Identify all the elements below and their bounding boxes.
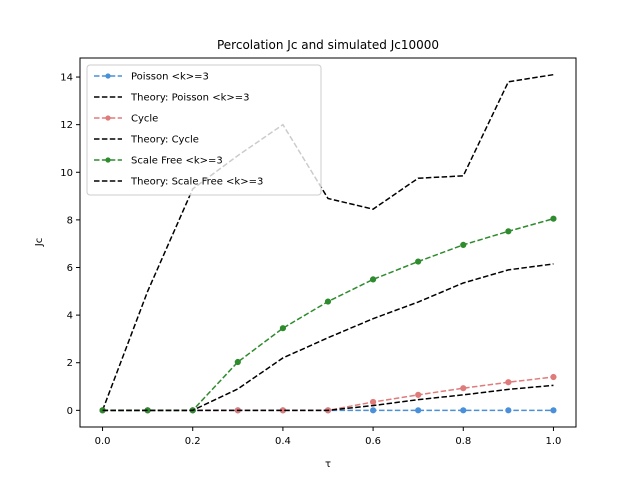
x-axis-label: τ: [325, 459, 331, 470]
legend-label: Poisson <k>=3: [131, 72, 209, 83]
series-line-4: [102, 217, 554, 412]
data-point-2: [505, 379, 512, 386]
x-tick-label: 0.2: [185, 436, 201, 447]
y-tick-label: 2: [67, 358, 73, 369]
data-point-4: [324, 298, 332, 305]
data-point-4: [234, 358, 241, 366]
data-point-0: [415, 407, 422, 414]
y-tick-label: 14: [60, 73, 73, 84]
legend-box: [86, 64, 322, 196]
legend-marker: [105, 115, 111, 121]
data-point-2: [369, 398, 377, 406]
legend-label: Scale Free <k>=3: [131, 156, 223, 167]
data-point-0: [550, 407, 557, 414]
x-tick-label: 0.6: [365, 436, 381, 447]
data-point-4: [505, 228, 512, 235]
y-tick-label: 4: [67, 311, 73, 322]
data-point-4: [415, 258, 422, 265]
data-point-2: [460, 385, 467, 392]
x-axis: 0.0 0.2 0.4 0.6 0.8 1.0: [95, 427, 562, 447]
y-tick-label: 0: [67, 406, 73, 417]
data-point-4: [460, 241, 467, 248]
chart-title: Percolation Jc and simulated Jc10000: [217, 38, 439, 52]
data-point-4: [279, 325, 287, 332]
data-point-0: [505, 407, 512, 414]
x-tick-label: 1.0: [546, 436, 562, 447]
legend: Poisson <k>=3 Theory: Poisson <k>=3 Cycle T…: [86, 64, 322, 196]
data-point-2: [415, 391, 422, 398]
y-tick-label: 10: [60, 168, 73, 179]
series-line-3: [102, 384, 554, 412]
data-point-4: [550, 215, 557, 222]
y-tick-label: 6: [67, 263, 73, 274]
data-point-2: [550, 373, 557, 381]
axes-frame: [79, 57, 577, 428]
legend-label: Cycle: [131, 114, 158, 125]
legend-marker: [105, 73, 111, 79]
legend-marker: [105, 157, 111, 163]
y-tick-label: 8: [67, 215, 73, 226]
y-tick-label: 12: [60, 120, 73, 131]
legend-label: Theory: Scale Free <k>=3: [130, 177, 263, 188]
data-point-4: [369, 276, 377, 283]
series-line-5: [102, 263, 554, 412]
legend-label: Theory: Poisson <k>=3: [130, 93, 249, 104]
data-point-0: [460, 407, 467, 414]
plot-area: [99, 73, 557, 414]
series-line-2: [102, 376, 554, 412]
y-axis-label: Jc: [34, 238, 45, 247]
x-tick-label: 0.8: [455, 436, 471, 447]
data-point-0: [369, 407, 377, 414]
series-line-1: [101, 73, 554, 411]
y-axis: 0 2 4 6 8 10 12 14: [60, 73, 80, 417]
x-tick-label: 0.4: [275, 436, 291, 447]
legend-label: Theory: Cycle: [130, 135, 199, 146]
x-tick-label: 0.0: [95, 436, 111, 447]
